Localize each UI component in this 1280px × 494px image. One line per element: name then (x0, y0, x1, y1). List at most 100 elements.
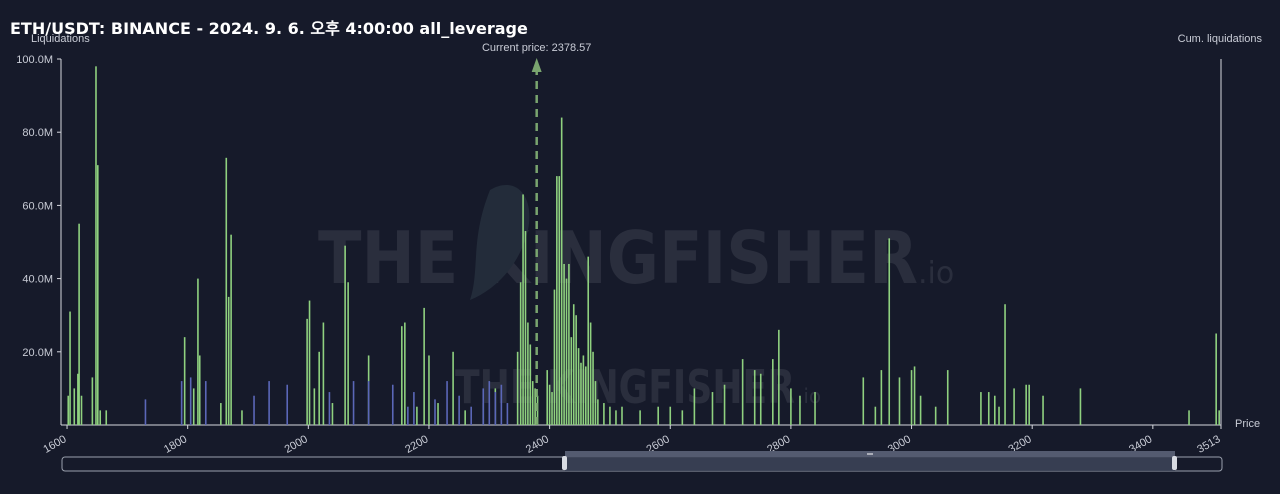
liquidation-bar (888, 238, 891, 425)
liquidation-bar (560, 117, 563, 425)
liquidation-bar (592, 351, 594, 425)
liquidation-bar-secondary (434, 399, 436, 425)
current-price-arrow-icon (531, 58, 542, 72)
liquidation-bar-secondary (144, 399, 147, 425)
liquidation-bar-secondary (446, 381, 448, 425)
liquidation-bar (524, 231, 527, 425)
watermark-suffix-large: .io (918, 256, 954, 291)
liquidation-bar (946, 370, 949, 425)
liquidation-bar (551, 392, 553, 425)
liquidation-bar (95, 66, 97, 425)
liquidation-bar-secondary (500, 384, 503, 425)
liquidation-bar (880, 370, 883, 425)
current-price-label: Current price: 2378.57 (482, 42, 591, 54)
watermark-suffix-small: .io (797, 384, 821, 408)
liquidation-bar (220, 403, 222, 425)
liquidation-bar (322, 322, 325, 425)
liquidation-bar (587, 256, 590, 425)
liquidation-bar (313, 388, 316, 425)
liquidation-bar (910, 370, 913, 425)
liquidation-bar (799, 395, 801, 425)
liquidation-bar-secondary (352, 381, 355, 425)
y-tick-label: 40.0M (22, 274, 53, 286)
liquidation-bar (639, 410, 641, 425)
liquidation-bar (227, 296, 230, 425)
zoom-slider[interactable] (61, 451, 1223, 472)
liquidation-bar-secondary (494, 392, 497, 425)
x-tick-label: 2400 (524, 433, 551, 456)
liquidation-bar (669, 406, 672, 425)
liquidation-bar (597, 399, 599, 425)
liquidation-bar (919, 395, 922, 425)
liquidation-bar (913, 366, 916, 425)
y-axis-right-label: Cum. liquidations (1178, 33, 1263, 45)
liquidation-bar (615, 410, 617, 425)
liquidation-bar-secondary (391, 384, 394, 425)
liquidation-bar (452, 351, 454, 425)
y-axis-left-label: Liquidations (31, 33, 90, 45)
y-tick-labels: 20.0M 40.0M 60.0M 80.0M 100.0M (16, 54, 61, 359)
liquidation-bar-secondary (253, 395, 255, 425)
liquidation-bar-secondary (470, 406, 472, 425)
liquidation-bar (577, 348, 580, 425)
zoom-handle-right[interactable] (1172, 456, 1177, 470)
liquidation-bar (522, 194, 524, 425)
liquidation-bar (778, 329, 780, 425)
liquidation-bar (91, 377, 94, 425)
x-axis-label: Price (1235, 418, 1260, 430)
liquidation-bar (347, 282, 349, 425)
liquidation-bar (529, 344, 532, 425)
zoom-handle-left[interactable] (562, 456, 567, 470)
liquidation-bar (565, 278, 568, 425)
liquidation-bar (558, 176, 561, 425)
liquidation-bar (97, 165, 99, 425)
x-tick-label: 2200 (403, 433, 430, 456)
liquidation-bar (241, 410, 243, 425)
liquidation-bar (582, 355, 585, 425)
liquidation-bar (1028, 384, 1030, 425)
liquidation-bar (759, 373, 762, 425)
liquidation-bar (575, 315, 577, 425)
x-tick-label: 1600 (41, 433, 68, 456)
liquidation-bar (404, 322, 406, 425)
liquidation-bar (548, 384, 551, 425)
liquidation-bar (594, 381, 597, 425)
liquidation-bar (898, 377, 901, 425)
y-tick-label: 20.0M (22, 347, 53, 359)
liquidation-bar (527, 322, 529, 425)
liquidation-bar-secondary (413, 392, 415, 425)
liquidation-bar (553, 289, 556, 425)
x-tick-label: 2000 (283, 433, 310, 456)
y-tick-label: 60.0M (22, 200, 53, 212)
liquidation-bar-secondary (506, 403, 509, 425)
liquidation-bar (197, 278, 199, 425)
liquidation-bar (428, 355, 430, 425)
liquidation-bar (621, 406, 623, 425)
liquidation-bar (993, 395, 996, 425)
liquidation-bar (546, 370, 548, 425)
current-price-marker: Current price: 2378.57 (482, 42, 591, 425)
liquidation-bar-secondary (407, 406, 409, 425)
liquidation-bar (230, 234, 232, 425)
liquidation-bar (570, 337, 573, 425)
y-tick-label: 80.0M (22, 127, 53, 139)
liquidation-bar (874, 406, 877, 425)
liquidation-bar (681, 410, 684, 425)
liquidation-bar (603, 403, 605, 425)
liquidation-bar (344, 245, 346, 425)
liquidation-bar-secondary (458, 395, 460, 425)
liquidation-bar (711, 392, 714, 425)
liquidation-bar (657, 406, 659, 425)
liquidation-bar (585, 366, 587, 425)
liquidation-bar (934, 406, 937, 425)
liquidation-bar (814, 392, 816, 425)
liquidation-bar (563, 263, 565, 425)
chart-title: ETH/USDT: BINANCE - 2024. 9. 6. 오후 4:00:… (10, 19, 528, 38)
liquidation-bar (464, 410, 466, 425)
liquidation-bar (516, 351, 519, 425)
liquidation-bar (693, 388, 696, 425)
watermark: THE KINGFISHER .io THE KINGFISHER .io (318, 184, 954, 414)
liquidation-bar (331, 403, 334, 425)
liquidation-bar (1188, 410, 1190, 425)
liquidation-bar (416, 406, 418, 425)
